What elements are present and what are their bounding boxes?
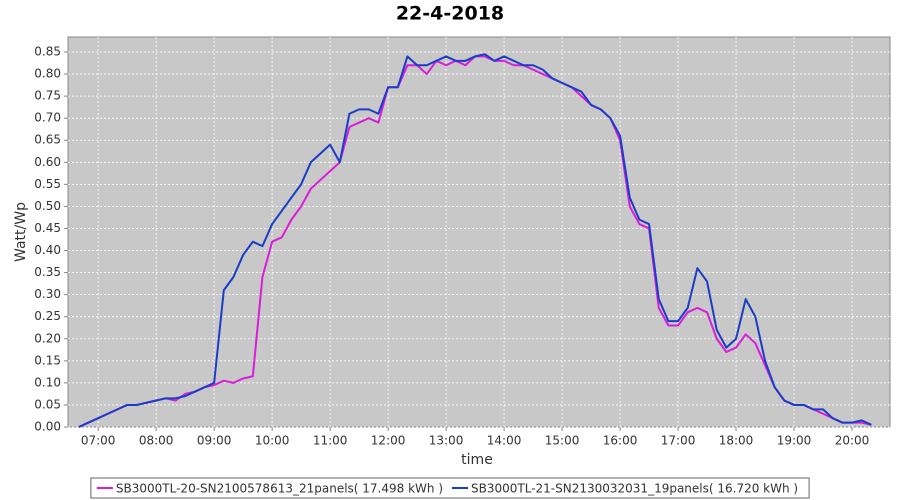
y-tick-label: 0.25 (34, 309, 61, 323)
y-tick-label: 0.65 (34, 133, 61, 147)
y-tick-label: 0.35 (34, 265, 61, 279)
legend-label: SB3000TL-20-SN2100578613_21panels( 17.49… (116, 482, 443, 496)
y-tick-label: 0.30 (34, 287, 61, 301)
x-tick-label: 11:00 (313, 434, 348, 448)
x-tick-label: 20:00 (835, 434, 870, 448)
legend-box (90, 477, 810, 499)
y-tick-label: 0.70 (34, 111, 61, 125)
y-tick-label: 0.05 (34, 397, 61, 411)
y-tick-label: 0.10 (34, 375, 61, 389)
y-tick-label: 0.40 (34, 243, 61, 257)
y-tick-label: 0.20 (34, 331, 61, 345)
x-axis-label: time (461, 452, 493, 468)
x-tick-label: 08:00 (139, 434, 174, 448)
y-tick-label: 0.00 (34, 420, 61, 434)
x-tick-label: 10:00 (255, 434, 290, 448)
y-tick-label: 0.55 (34, 177, 61, 191)
x-tick-label: 15:00 (545, 434, 580, 448)
plot-area (67, 36, 891, 428)
y-tick-label: 0.60 (34, 155, 61, 169)
chart-title: 22-4-2018 (396, 3, 504, 25)
y-tick-label: 0.45 (34, 221, 61, 235)
y-axis-label: Watt/Wp (13, 202, 29, 262)
y-tick-label: 0.15 (34, 353, 61, 367)
x-tick-label: 09:00 (197, 434, 232, 448)
y-tick-label: 0.75 (34, 89, 61, 103)
y-tick-label: 0.85 (34, 45, 61, 59)
series-line (78, 53, 872, 428)
x-tick-label: 12:00 (371, 434, 406, 448)
x-tick-label: 17:00 (661, 434, 696, 448)
x-tick-label: 07:00 (81, 434, 116, 448)
x-tick-label: 13:00 (429, 434, 464, 448)
x-tick-label: 19:00 (777, 434, 812, 448)
x-tick-label: 14:00 (487, 434, 522, 448)
legend-label: SB3000TL-21-SN2130032031_19panels( 16.72… (471, 482, 798, 496)
x-tick-label: 18:00 (719, 434, 754, 448)
y-tick-label: 0.50 (34, 199, 61, 213)
x-tick-label: 16:00 (603, 434, 638, 448)
y-tick-label: 0.80 (34, 67, 61, 81)
